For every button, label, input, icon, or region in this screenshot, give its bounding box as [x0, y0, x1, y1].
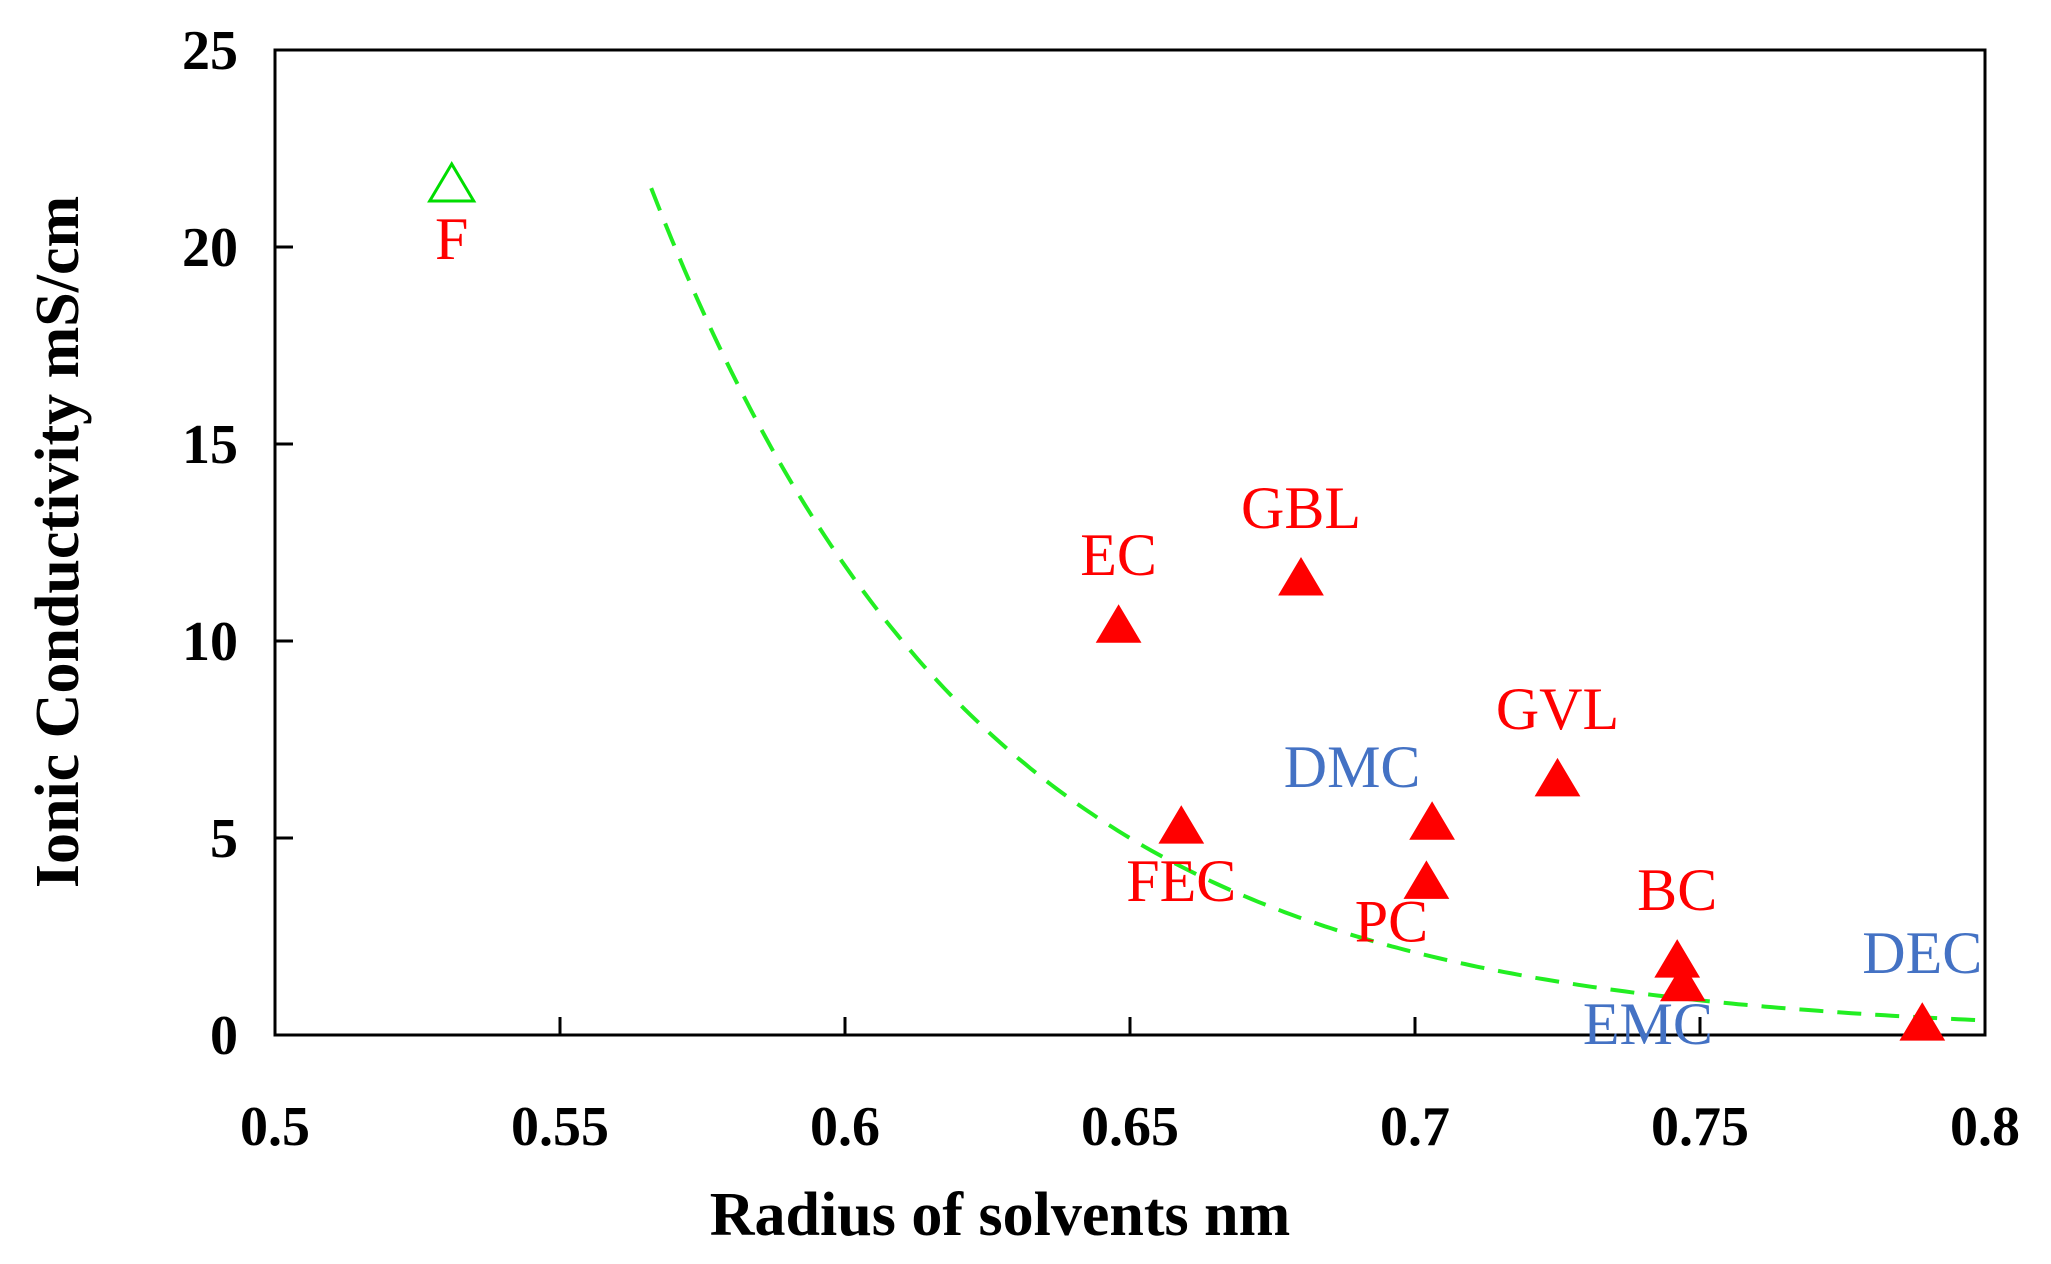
marker-dec: [1899, 1002, 1946, 1041]
x-tick-label: 0.65: [1081, 1096, 1179, 1158]
label-dmc: DMC: [1284, 734, 1421, 800]
marker-fec: [1158, 805, 1205, 844]
label-fec: FEC: [1126, 848, 1236, 914]
marker-bc: [1654, 939, 1701, 978]
marker-pc: [1403, 860, 1450, 899]
label-f: F: [435, 206, 468, 272]
fit-curve: [649, 187, 1986, 1023]
marker-dmc: [1409, 801, 1455, 840]
x-axis-title: Radius of solvents nm: [710, 1181, 1291, 1249]
label-bc: BC: [1637, 857, 1717, 923]
x-axis-ticks: 0.5 0.55 0.6 0.65 0.7 0.75 0.8: [240, 1017, 2020, 1158]
y-tick-label: 0: [210, 1005, 238, 1067]
label-ec: EC: [1080, 522, 1157, 588]
label-gvl: GVL: [1496, 676, 1619, 742]
y-tick-label: 15: [182, 414, 238, 476]
marker-gvl: [1534, 757, 1581, 797]
y-tick-label: 20: [182, 217, 238, 279]
marker-f: [427, 161, 477, 203]
y-tick-label: 25: [182, 20, 238, 82]
label-emc: EMC: [1583, 991, 1713, 1057]
y-tick-label: 10: [182, 611, 238, 673]
y-axis-title: Ionic Conductivity mS/cm: [24, 196, 92, 888]
marker-emc: [1660, 962, 1706, 1002]
marker-gbl: [1278, 556, 1324, 596]
y-axis-ticks: 0 5 10 15 20 25: [182, 20, 293, 1067]
data-points: EC GBL FEC DMC PC GVL BC EMC DEC F: [427, 161, 1982, 1057]
x-tick-label: 0.55: [511, 1096, 609, 1158]
marker-ec: [1095, 604, 1142, 643]
x-tick-label: 0.6: [810, 1096, 880, 1158]
label-dec: DEC: [1862, 920, 1982, 986]
x-tick-label: 0.8: [1950, 1096, 2020, 1158]
y-tick-label: 5: [210, 808, 238, 870]
x-tick-label: 0.7: [1380, 1096, 1450, 1158]
x-tick-label: 0.5: [240, 1096, 310, 1158]
label-gbl: GBL: [1241, 475, 1361, 541]
label-pc: PC: [1355, 888, 1428, 954]
x-tick-label: 0.75: [1651, 1096, 1749, 1158]
